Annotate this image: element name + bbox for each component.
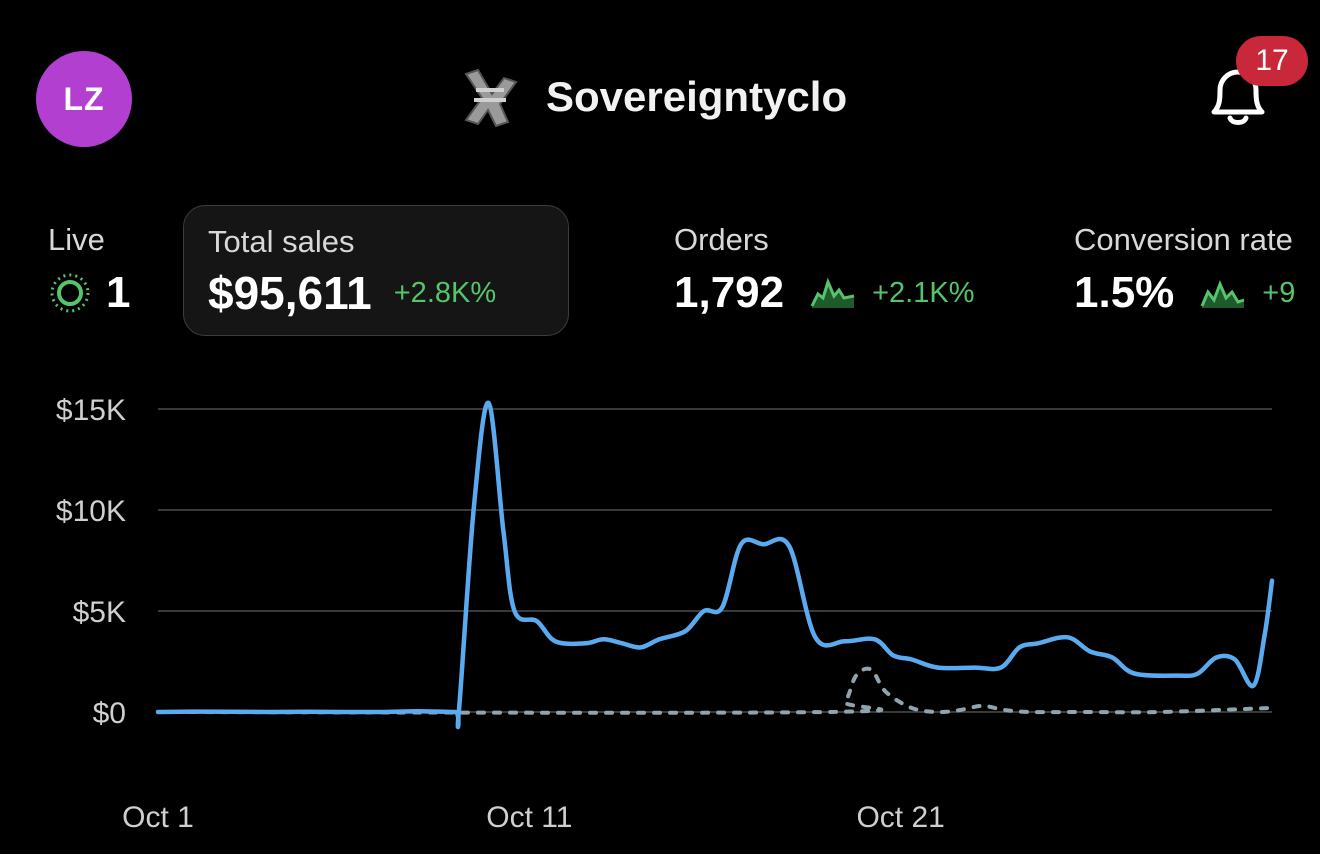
sparkline-icon bbox=[810, 277, 855, 308]
x-tick-label: Oct 1 bbox=[122, 801, 194, 834]
store-switcher[interactable]: Sovereigntyclo bbox=[458, 62, 847, 132]
metric-total-sales-value: $95,611 bbox=[208, 267, 372, 319]
metric-orders[interactable]: Orders 1,792 +2.1K% bbox=[674, 222, 975, 318]
y-tick-label: $0 bbox=[93, 697, 126, 730]
metric-conversion-label: Conversion rate bbox=[1074, 222, 1293, 257]
sparkline-icon bbox=[1200, 279, 1245, 308]
notification-badge[interactable]: 17 bbox=[1236, 36, 1308, 86]
y-tick-label: $5K bbox=[73, 596, 126, 629]
x-tick-label: Oct 11 bbox=[486, 801, 572, 834]
metric-live[interactable]: Live 1 bbox=[48, 222, 130, 318]
store-name: Sovereigntyclo bbox=[546, 73, 848, 120]
sales-chart[interactable]: $0 $5K $10K $15K Oct 1 Oct 11 Oct 21 bbox=[0, 370, 1320, 854]
metric-total-sales-label: Total sales bbox=[208, 224, 355, 259]
metric-live-value: 1 bbox=[106, 268, 131, 317]
metric-conversion[interactable]: Conversion rate 1.5% +9 bbox=[1074, 222, 1320, 318]
comparison-series-line bbox=[156, 666, 1274, 715]
metric-conversion-value: 1.5% bbox=[1074, 268, 1175, 317]
y-tick-label: $15K bbox=[56, 394, 126, 427]
store-logo-icon bbox=[464, 68, 518, 128]
metric-orders-change: +2.1K% bbox=[872, 276, 975, 309]
metric-orders-label: Orders bbox=[674, 222, 769, 257]
sales-series-line bbox=[155, 400, 1275, 730]
notification-count: 17 bbox=[1255, 44, 1289, 77]
live-pulse-icon bbox=[50, 273, 90, 313]
metric-orders-value: 1,792 bbox=[674, 268, 785, 317]
metric-live-label: Live bbox=[48, 222, 105, 257]
metric-total-sales-change: +2.8K% bbox=[393, 276, 497, 309]
y-tick-label: $10K bbox=[56, 495, 126, 528]
metric-total-sales[interactable]: Total sales $95,611 +2.8K% bbox=[183, 205, 569, 336]
avatar-initials: LZ bbox=[63, 80, 105, 117]
x-tick-label: Oct 21 bbox=[856, 801, 944, 834]
metric-conversion-change: +9 bbox=[1262, 276, 1296, 309]
avatar[interactable]: LZ bbox=[36, 51, 132, 147]
